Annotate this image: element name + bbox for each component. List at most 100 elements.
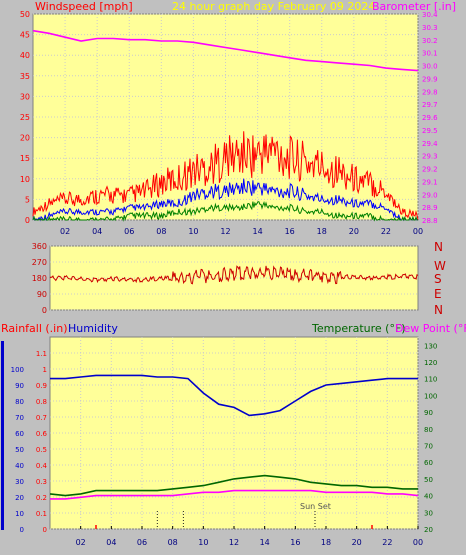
temperature-y-tick-label: 70 <box>424 443 433 451</box>
barometer-y-tick-label: 30.3 <box>422 24 438 32</box>
temperature-y-tick-label: 60 <box>424 459 433 467</box>
wind-x-tick-label: 18 <box>317 227 327 236</box>
rain-y-tick-label: 1.1 <box>36 350 47 358</box>
temperature-y-tick-label: 100 <box>424 392 437 400</box>
direction-y-tick-label: 360 <box>32 242 47 251</box>
barometer-y-tick-label: 29.7 <box>422 101 438 109</box>
wind-direction-line <box>49 265 419 285</box>
humidity-axis-bar <box>1 341 4 530</box>
wind-x-tick-label: 14 <box>252 227 262 236</box>
wind-y-tick-label: 30 <box>20 92 30 101</box>
direction-label-n-top: N <box>434 240 443 254</box>
humidity-title: Humidity <box>68 322 118 335</box>
humidity-y-tick-label: 70 <box>15 414 24 422</box>
rain-y-tick-label: 0 <box>43 526 47 534</box>
barometer-y-tick-label: 29.5 <box>422 127 438 135</box>
wind-y-tick-label: 35 <box>20 72 30 81</box>
wind-x-tick-label: 00 <box>413 227 423 236</box>
barometer-title: Barometer [.in] <box>372 0 456 13</box>
direction-label-e: E <box>434 287 442 301</box>
rain-y-tick-label: 0.6 <box>36 430 48 438</box>
rain-y-tick-label: 0.5 <box>36 446 47 454</box>
humidity-x-tick-label: 06 <box>137 538 147 547</box>
rain-y-tick-label: 0.9 <box>36 382 47 390</box>
wind-y-tick-label: 50 <box>20 10 30 19</box>
temperature-y-tick-label: 130 <box>424 342 437 350</box>
humidity-y-tick-label: 60 <box>15 430 24 438</box>
rain-y-tick-label: 0.8 <box>36 398 47 406</box>
wind-y-tick-label: 10 <box>20 175 30 184</box>
humidity-y-tick-label: 30 <box>15 478 24 486</box>
wind-y-tick-label: 5 <box>25 195 30 204</box>
humidity-y-tick-label: 0 <box>20 526 24 534</box>
wind-x-tick-label: 06 <box>124 227 134 236</box>
rain-y-tick-label: 0.3 <box>36 478 47 486</box>
humidity-x-tick-label: 16 <box>290 538 300 547</box>
temperature-y-tick-label: 30 <box>424 509 433 517</box>
humidity-x-tick-label: 08 <box>168 538 178 547</box>
direction-y-tick-label: 0 <box>42 306 47 315</box>
wind-average-line <box>32 200 419 222</box>
wind-y-tick-label: 20 <box>20 134 30 143</box>
humidity-x-tick-label: 00 <box>413 538 423 547</box>
humidity-y-tick-label: 80 <box>15 398 24 406</box>
barometer-y-tick-label: 29.1 <box>422 178 438 186</box>
humidity-x-tick-label: 12 <box>229 538 239 547</box>
direction-label-s: S <box>434 272 442 286</box>
humidity-y-tick-label: 90 <box>15 382 24 390</box>
temperature-y-tick-label: 40 <box>424 493 433 501</box>
rain-y-tick-label: 1 <box>43 366 47 374</box>
humidity-y-tick-label: 100 <box>11 366 24 374</box>
rain-y-tick-label: 0.2 <box>36 494 47 502</box>
humidity-y-tick-label: 20 <box>15 494 24 502</box>
direction-y-tick-label: 180 <box>32 274 47 283</box>
humidity-x-tick-label: 14 <box>260 538 270 547</box>
barometer-y-tick-label: 30.4 <box>422 11 438 19</box>
dew-point-line <box>50 489 419 500</box>
rain-y-tick-label: 0.7 <box>36 414 47 422</box>
wind-x-tick-label: 12 <box>220 227 230 236</box>
barometer-y-tick-label: 29.2 <box>422 166 438 174</box>
humidity-y-tick-label: 50 <box>15 446 24 454</box>
wind-y-tick-label: 25 <box>20 113 30 122</box>
temperature-line <box>49 474 418 497</box>
barometer-y-tick-label: 29.4 <box>422 140 438 148</box>
barometer-line <box>32 29 419 72</box>
humidity-x-tick-label: 10 <box>198 538 208 547</box>
temperature-title: Temperature (°F) <box>311 322 406 335</box>
chart-main-title: 24 hour graph day February 09 2024 <box>172 0 375 13</box>
humidity-x-tick-label: 04 <box>106 538 116 547</box>
wind-x-tick-label: 16 <box>285 227 295 236</box>
humidity-x-tick-label: 20 <box>352 538 362 547</box>
rainfall-title: Rainfall (.in) <box>1 322 68 335</box>
temperature-y-tick-label: 90 <box>424 409 433 417</box>
direction-y-tick-label: 90 <box>37 290 47 299</box>
barometer-y-tick-label: 28.8 <box>422 217 438 225</box>
humidity-x-tick-label: 18 <box>321 538 331 547</box>
dewpoint-title: Dew Point (°F) <box>395 322 466 335</box>
barometer-y-tick-label: 29.3 <box>422 153 438 161</box>
wind-x-tick-label: 22 <box>381 227 391 236</box>
humidity-x-tick-label: 02 <box>76 538 86 547</box>
barometer-y-tick-label: 28.9 <box>422 204 438 212</box>
wind-x-tick-label: 02 <box>60 227 70 236</box>
wind-x-tick-label: 08 <box>156 227 166 236</box>
sunset-label: Sun Set <box>300 502 331 511</box>
barometer-y-tick-label: 29.6 <box>422 114 438 122</box>
windspeed-title: Windspeed [mph] <box>35 0 133 13</box>
temperature-y-tick-label: 120 <box>424 359 437 367</box>
direction-label-w: W <box>434 259 446 273</box>
humidity-y-tick-label: 10 <box>15 510 24 518</box>
direction-y-tick-label: 270 <box>32 258 47 267</box>
barometer-y-tick-label: 30.0 <box>422 63 438 71</box>
barometer-y-tick-label: 30.2 <box>422 37 438 45</box>
wind-x-tick-label: 10 <box>188 227 198 236</box>
humidity-x-tick-label: 22 <box>382 538 392 547</box>
temperature-y-tick-label: 110 <box>424 376 437 384</box>
wind-y-tick-label: 40 <box>20 51 30 60</box>
wind-y-tick-label: 45 <box>20 31 30 40</box>
wind-gust-line <box>32 131 419 220</box>
humidity-y-tick-label: 40 <box>15 462 24 470</box>
barometer-y-tick-label: 30.1 <box>422 50 438 58</box>
